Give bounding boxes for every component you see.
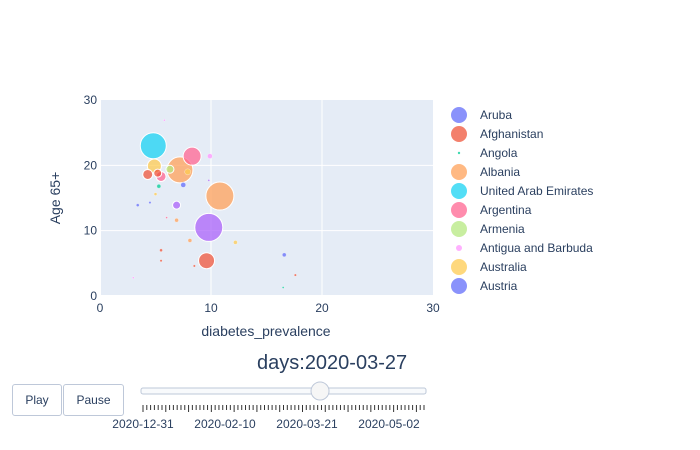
legend-item[interactable]: Angola: [457, 146, 518, 160]
data-point[interactable]: [281, 286, 285, 289]
legend-marker: [451, 183, 467, 199]
slider-step-label: 2020-12-31: [112, 417, 174, 431]
legend-label: United Arab Emirates: [480, 184, 593, 198]
data-point[interactable]: [136, 203, 140, 207]
legend-item[interactable]: Armenia: [451, 221, 525, 237]
slider-step-label: 2020-03-21: [276, 417, 338, 431]
slider-step-label: 2020-02-10: [194, 417, 256, 431]
legend-item[interactable]: Albania: [451, 164, 520, 180]
axis-ticks: 0 10 20 30 0 10 20 30: [84, 93, 440, 315]
data-point[interactable]: [282, 252, 287, 257]
slider-handle[interactable]: [310, 381, 330, 401]
animation-slider[interactable]: 2020-12-31 2020-02-10 2020-03-21 2020-05-02: [112, 381, 427, 431]
legend-label: Albania: [480, 165, 520, 179]
x-tick-label: 0: [97, 301, 104, 315]
legend-item[interactable]: Aruba: [451, 107, 512, 123]
slider-date: 2020-03-27: [304, 352, 408, 374]
legend-item[interactable]: Argentina: [451, 202, 532, 218]
legend-item[interactable]: Austria: [451, 278, 518, 294]
y-axis-title: Age 65+: [47, 172, 63, 225]
legend-item[interactable]: Afghanistan: [451, 126, 543, 142]
legend-marker: [457, 151, 461, 155]
data-point[interactable]: [159, 259, 163, 263]
slider-current-value: days:2020-03-27: [257, 352, 407, 375]
legend-label: Argentina: [480, 203, 532, 217]
data-point[interactable]: [139, 132, 167, 160]
legend-label: Armenia: [480, 222, 525, 236]
legend-label: Austria: [480, 279, 518, 293]
data-point[interactable]: [163, 119, 166, 122]
data-point[interactable]: [187, 238, 193, 243]
play-button[interactable]: Play: [12, 384, 62, 416]
data-point[interactable]: [165, 164, 175, 174]
data-points: [132, 119, 297, 289]
legend-item[interactable]: Antigua and Barbuda: [456, 241, 593, 255]
y-tick-label: 30: [84, 93, 98, 107]
plot-background: [100, 100, 433, 296]
legend-marker: [451, 278, 467, 294]
x-axis-title: diabetes_prevalence: [201, 323, 330, 339]
y-tick-label: 10: [84, 224, 98, 238]
legend-item[interactable]: Australia: [451, 259, 527, 275]
data-point[interactable]: [294, 273, 297, 277]
legend-label: Australia: [480, 260, 527, 274]
data-point[interactable]: [233, 240, 238, 245]
data-point[interactable]: [153, 168, 163, 178]
slider-rail[interactable]: [140, 387, 427, 395]
data-point[interactable]: [198, 252, 216, 270]
data-point[interactable]: [174, 218, 179, 223]
data-point[interactable]: [156, 184, 161, 189]
legend-label: Angola: [480, 146, 518, 160]
data-point[interactable]: [205, 181, 235, 211]
legend[interactable]: Aruba Afghanistan Angola Albania United Arab…: [451, 107, 593, 294]
data-point[interactable]: [153, 192, 158, 196]
data-point[interactable]: [182, 146, 202, 166]
slider-prefix: days:: [257, 352, 305, 374]
pause-button[interactable]: Pause: [63, 384, 124, 416]
data-point[interactable]: [193, 264, 196, 268]
legend-label: Antigua and Barbuda: [480, 241, 593, 255]
legend-label: Afghanistan: [480, 127, 543, 141]
legend-label: Aruba: [480, 108, 512, 122]
data-point[interactable]: [184, 168, 191, 176]
legend-marker: [451, 164, 467, 180]
data-point[interactable]: [194, 212, 224, 242]
x-tick-label: 30: [426, 301, 440, 315]
x-tick-label: 10: [204, 301, 218, 315]
data-point[interactable]: [159, 248, 163, 252]
legend-marker: [451, 202, 467, 218]
legend-marker: [451, 259, 467, 275]
data-point[interactable]: [132, 276, 135, 279]
y-tick-label: 0: [90, 289, 97, 303]
data-point[interactable]: [142, 168, 154, 180]
data-point[interactable]: [172, 200, 182, 210]
x-tick-label: 20: [315, 301, 329, 315]
slider-step-label: 2020-05-02: [358, 417, 420, 431]
data-point[interactable]: [207, 153, 213, 159]
legend-marker: [451, 107, 467, 123]
legend-marker: [451, 221, 467, 237]
data-point[interactable]: [148, 201, 152, 204]
legend-item[interactable]: United Arab Emirates: [451, 183, 593, 199]
legend-marker: [456, 245, 462, 251]
y-tick-label: 20: [84, 158, 98, 172]
data-point[interactable]: [165, 216, 168, 219]
legend-marker: [451, 126, 467, 142]
data-point[interactable]: [207, 179, 210, 182]
data-point[interactable]: [180, 182, 186, 188]
